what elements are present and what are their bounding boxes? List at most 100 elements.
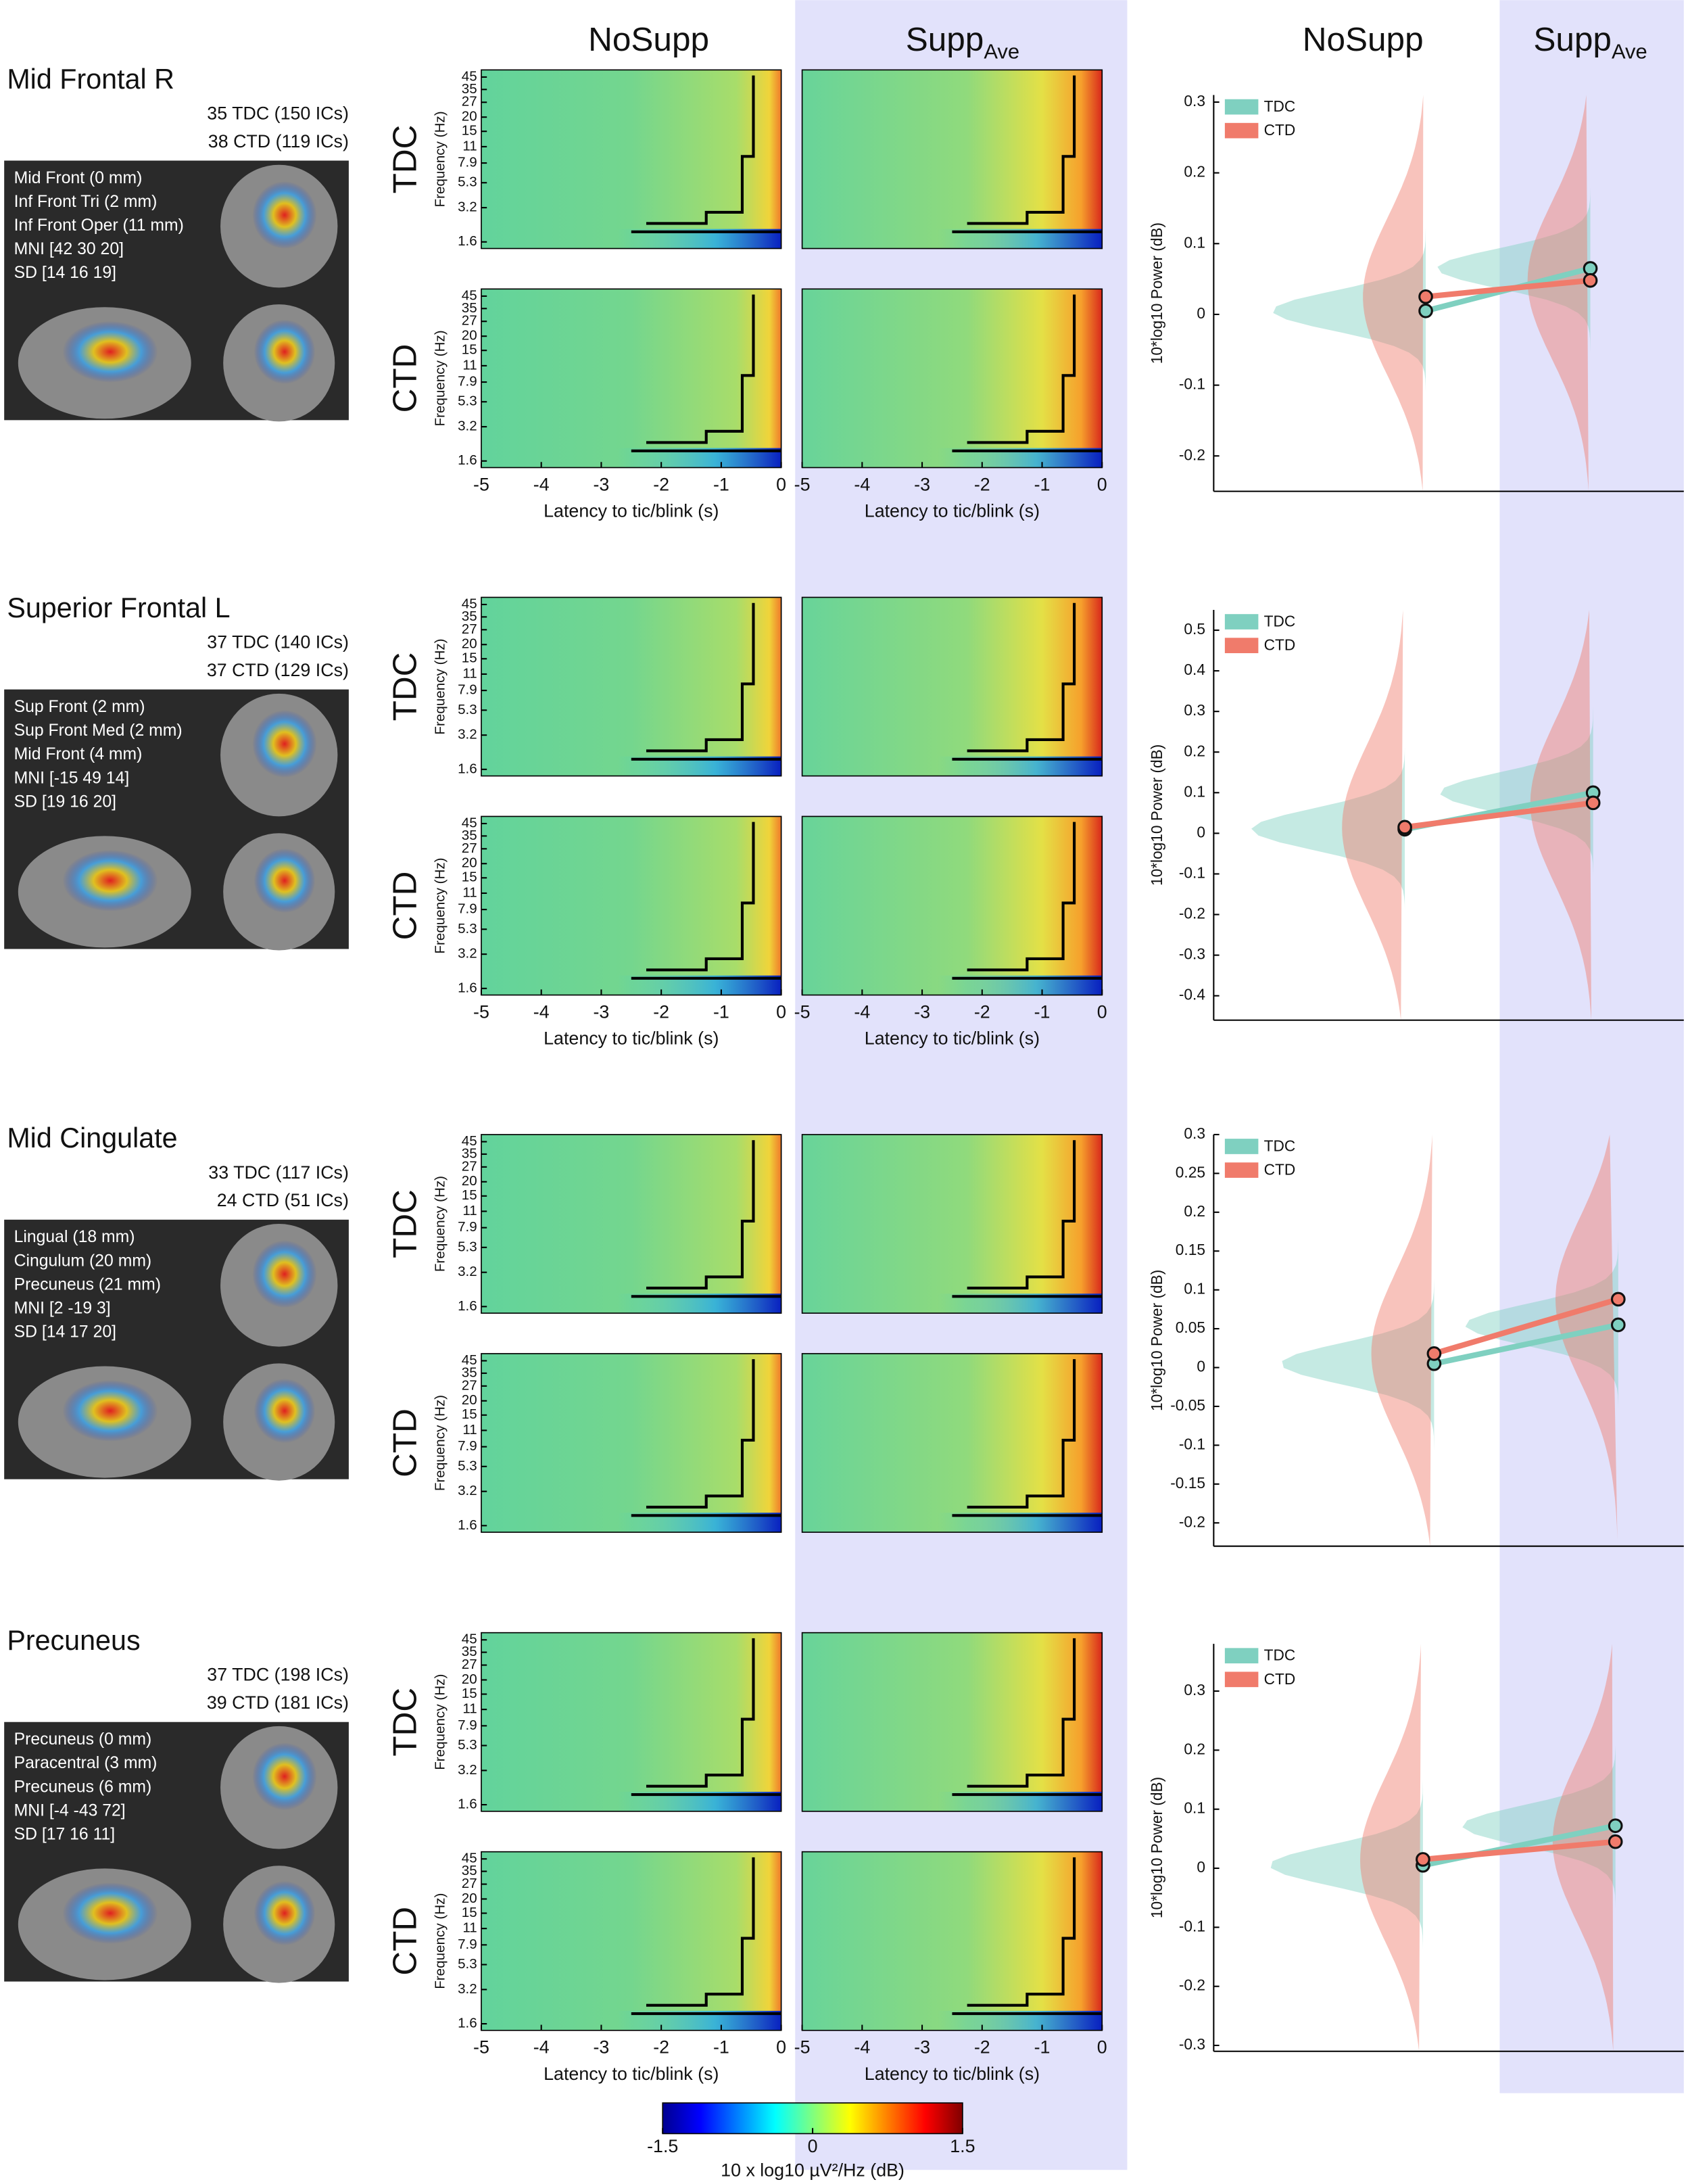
group-label: TDC: [387, 1688, 424, 1757]
density-cloud: [1282, 1134, 1434, 1546]
heatmap-frame: [801, 596, 1103, 777]
significance-contour: [952, 75, 1103, 233]
x-tick-label: -4: [533, 1001, 550, 1022]
heatmap-frame: [801, 815, 1103, 996]
y-tick-label: 35: [462, 1145, 477, 1161]
mean-point: [1610, 1317, 1626, 1333]
y-axis-label: Frequency (Hz): [433, 1395, 448, 1491]
y-tick-label: 0.1: [1184, 1799, 1205, 1817]
y-tick-label: 5.3: [458, 174, 477, 190]
colorbar-label: 10 x log10 µV²/Hz (dB): [721, 2160, 905, 2180]
group-label: CTD: [387, 1907, 424, 1976]
x-tick-label: 0: [776, 1001, 786, 1022]
region-count: 37 CTD (129 ICs): [207, 660, 349, 680]
y-tick-label: 27: [462, 94, 477, 110]
y-tick-label: 15: [462, 1187, 477, 1203]
x-axis-label: Latency to tic/blink (s): [865, 2064, 1040, 2084]
heatmap: [802, 1134, 1103, 1314]
heatmap: [481, 289, 781, 468]
y-tick-label: 0.3: [1184, 92, 1205, 110]
x-tick-label: -5: [473, 2037, 489, 2058]
heatmap-frame: [481, 1134, 782, 1314]
heatmap: [802, 70, 1103, 249]
x-tick-label: -2: [653, 2037, 669, 2058]
heatmap: [481, 1134, 781, 1314]
heatmap-frame: [801, 69, 1103, 250]
group-label: CTD: [387, 1408, 424, 1477]
y-tick-label: 35: [462, 828, 477, 843]
y-tick-label: 5.3: [458, 921, 477, 936]
region-info: MNI [-15 49 14]: [14, 769, 130, 787]
density-cloud: [1371, 1134, 1432, 1546]
brain-blob: [252, 1240, 317, 1308]
significance-contour: [631, 822, 781, 980]
y-tick-label: -0.15: [1170, 1474, 1205, 1492]
region-count: 35 TDC (150 ICs): [207, 103, 349, 124]
heatmap-frame: [801, 1353, 1103, 1533]
y-tick-label: 35: [462, 300, 477, 316]
y-tick-label: 0: [1197, 823, 1205, 840]
y-tick-label: 5.3: [458, 702, 477, 717]
y-axis-label: Frequency (Hz): [433, 1893, 448, 1989]
heatmap-frame: [481, 1632, 782, 1812]
y-tick-label: 20: [462, 328, 477, 343]
y-tick-label: 35: [462, 1863, 477, 1878]
y-axis-label: Frequency (Hz): [433, 857, 448, 953]
legend-label: TDC: [1264, 1137, 1296, 1155]
region-info: Precuneus (21 mm): [14, 1275, 161, 1293]
y-axis-label: 10*log10 Power (dB): [1148, 222, 1165, 364]
colorbar-tick-label: -1.5: [647, 2136, 678, 2156]
header-sub: Ave: [1612, 40, 1647, 64]
heatmap: [802, 597, 1103, 776]
y-tick-label: 35: [462, 609, 477, 624]
x-tick-label: -1: [1034, 474, 1051, 494]
colorbar-tick-label: 0: [808, 2136, 818, 2156]
legend-label: CTD: [1264, 1161, 1296, 1179]
y-tick-label: 15: [462, 1905, 477, 1920]
heatmap: [802, 1851, 1103, 2031]
x-tick-label: -5: [794, 2037, 811, 2058]
y-tick-label: 1.6: [458, 980, 477, 995]
y-tick-label: 11: [462, 1203, 477, 1218]
group-label: TDC: [387, 652, 424, 721]
supp-shade: [1499, 0, 1684, 2093]
density-cloud: [1273, 95, 1426, 492]
column-header: SuppAve: [906, 21, 1019, 64]
y-tick-label: 0.15: [1176, 1241, 1205, 1258]
y-tick-label: -0.4: [1179, 986, 1205, 1003]
heatmap-frame: [481, 1353, 782, 1533]
y-tick-label: 0: [1197, 304, 1205, 322]
y-tick-label: 0.25: [1176, 1163, 1205, 1181]
heatmap-frame: [801, 288, 1103, 469]
y-tick-label: 1.6: [458, 1298, 477, 1314]
region-count: 38 CTD (119 ICs): [208, 131, 349, 151]
mean-point: [1585, 795, 1601, 811]
mean-line: [1433, 1296, 1619, 1356]
y-tick-label: 0.1: [1184, 782, 1205, 800]
x-tick-label: -2: [653, 474, 669, 494]
y-tick-label: 45: [462, 68, 477, 84]
y-tick-label: 45: [462, 815, 477, 830]
y-tick-label: 3.2: [458, 1264, 477, 1279]
y-tick-label: 7.9: [458, 1717, 477, 1733]
brain-blob: [62, 1882, 158, 1944]
brain-blob: [254, 848, 316, 913]
legend-label: CTD: [1264, 121, 1296, 139]
x-tick-label: -1: [1034, 2037, 1051, 2058]
legend-swatch: [1224, 122, 1259, 139]
y-tick-label: 7.9: [458, 374, 477, 389]
y-tick-label: 5.3: [458, 1239, 477, 1254]
x-tick-label: -3: [914, 1001, 930, 1022]
y-tick-label: 7.9: [458, 1937, 477, 1952]
mean-point: [1418, 289, 1433, 304]
mean-point: [1608, 1818, 1623, 1833]
heatmap: [481, 1353, 781, 1533]
y-tick-label: 20: [462, 636, 477, 652]
legend-swatch: [1224, 1139, 1259, 1154]
region-info: SD [14 16 19]: [14, 264, 116, 282]
y-axis-label: Frequency (Hz): [433, 1674, 448, 1770]
y-tick-label: 20: [462, 1671, 477, 1687]
heatmap-frame: [481, 288, 782, 469]
x-tick-label: -5: [473, 1001, 489, 1022]
y-tick-label: 5.3: [458, 1737, 477, 1753]
